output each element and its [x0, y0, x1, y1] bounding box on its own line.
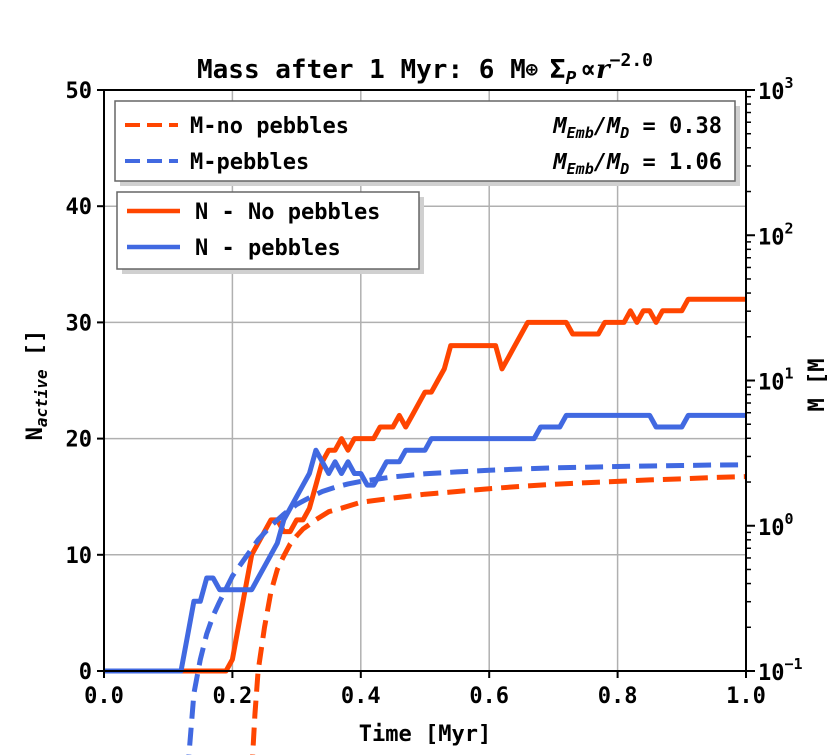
y2-tick-label: 103 — [758, 74, 794, 105]
y-tick-label: 30 — [66, 311, 93, 336]
series-n-pebbles — [104, 412, 746, 674]
legend-number-box — [116, 191, 420, 270]
x-tick-label: 0.4 — [341, 684, 381, 709]
grid-lines — [104, 90, 746, 671]
y-tick-label: 10 — [66, 544, 93, 569]
y-axis-label: Nactive [] — [23, 330, 51, 441]
x-tick-label: 0.0 — [84, 684, 124, 709]
legend-ratio-no-pebbles: MEmb/MD = 0.38 — [552, 114, 722, 142]
x-tick-label: 0.6 — [469, 684, 509, 709]
legend-ratio-pebbles: MEmb/MD = 1.06 — [552, 150, 722, 178]
legend-number: N - No pebbles N - pebbles — [116, 191, 424, 274]
x-tick-label: 0.8 — [598, 684, 638, 709]
y2-axis-label: M [M — [805, 359, 830, 412]
x-axis-ticks: 0.0 0.2 0.4 0.6 0.8 1.0 — [84, 671, 766, 709]
series-n-no-pebbles — [104, 296, 746, 674]
legend-mass-box — [114, 100, 736, 182]
y2-tick-label: 102 — [758, 219, 794, 250]
series-m-no-pebbles — [250, 474, 747, 755]
x-axis-label: Time [Myr] — [359, 722, 491, 747]
legend-label-n-no-pebbles: N - No pebbles — [195, 200, 380, 225]
y-tick-label: 50 — [66, 79, 93, 104]
x-tick-label: 1.0 — [726, 684, 766, 709]
legend-label-n-pebbles: N - pebbles — [195, 236, 341, 261]
series-lines — [104, 296, 747, 755]
legend-mass: M-no pebbles MEmb/MD = 0.38 M-pebbles ME… — [114, 100, 740, 186]
x-tick-label: 0.2 — [213, 684, 253, 709]
y-axis-ticks: 0 10 20 30 40 50 — [66, 79, 104, 685]
y-tick-label: 0 — [79, 660, 92, 685]
y2-axis-ticks: 10−1 100 101 102 103 — [746, 74, 803, 686]
series-m-pebbles — [186, 462, 747, 755]
legend-label-m-pebbles: M-pebbles — [190, 150, 309, 175]
y2-tick-label: 100 — [758, 510, 794, 541]
y2-tick-label: 101 — [758, 365, 794, 396]
y-tick-label: 20 — [66, 428, 93, 453]
y2-tick-label: 10−1 — [758, 655, 803, 686]
y-tick-label: 40 — [66, 195, 93, 220]
chart-title: Mass after 1 Myr: 6 M⊕ ΣP ∝r−2.0 — [197, 50, 653, 89]
legend-label-m-no-pebbles: M-no pebbles — [190, 114, 349, 139]
